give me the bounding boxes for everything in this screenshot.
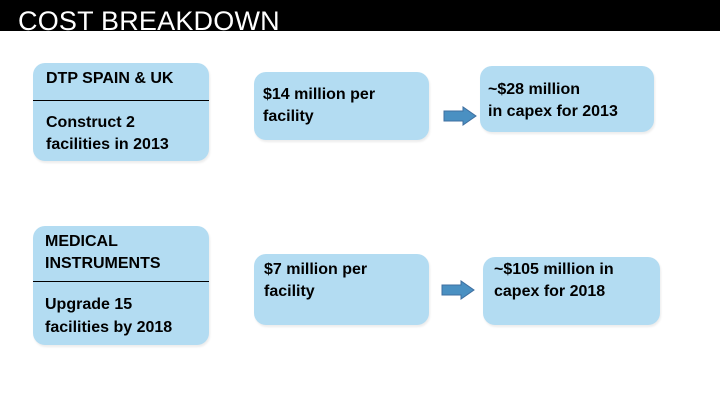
- action-line-2: facilities by 2018: [45, 319, 173, 336]
- unit-cost-line-1: $7 million per: [264, 261, 368, 278]
- action-line-1: Upgrade 15: [45, 296, 133, 313]
- medical-instruments-box: MEDICAL INSTRUMENTS Upgrade 15 facilitie…: [33, 226, 209, 345]
- unit-cost-box-2018: $7 million per facility: [254, 254, 429, 325]
- action-line-1: Construct 2: [46, 114, 135, 131]
- total-line-2: capex for 2018: [494, 283, 606, 300]
- dtp-spain-uk-box: DTP SPAIN & UK Construct 2 facilities in…: [33, 63, 209, 161]
- slide-title: COST BREAKDOWN: [18, 6, 280, 32]
- unit-cost-line-1: $14 million per: [263, 86, 376, 103]
- divider: [33, 281, 209, 282]
- category-label-line-1: MEDICAL: [45, 233, 118, 250]
- category-label-line-2: INSTRUMENTS: [45, 255, 161, 272]
- total-capex-box-2013: ~$28 million in capex for 2013: [480, 66, 654, 132]
- unit-cost-line-2: facility: [264, 283, 315, 300]
- divider: [33, 100, 209, 101]
- right-arrow-icon: [443, 106, 477, 126]
- unit-cost-box-2013: $14 million per facility: [254, 72, 429, 140]
- title-bar: COST BREAKDOWN: [0, 0, 720, 31]
- right-arrow-icon: [441, 280, 475, 300]
- total-line-1: ~$28 million: [488, 81, 581, 98]
- total-line-2: in capex for 2013: [488, 103, 618, 120]
- total-line-1: ~$105 million in: [494, 261, 614, 278]
- unit-cost-line-2: facility: [263, 108, 314, 125]
- action-line-2: facilities in 2013: [46, 136, 169, 153]
- category-label: DTP SPAIN & UK: [46, 70, 174, 87]
- total-capex-box-2018: ~$105 million in capex for 2018: [483, 257, 660, 325]
